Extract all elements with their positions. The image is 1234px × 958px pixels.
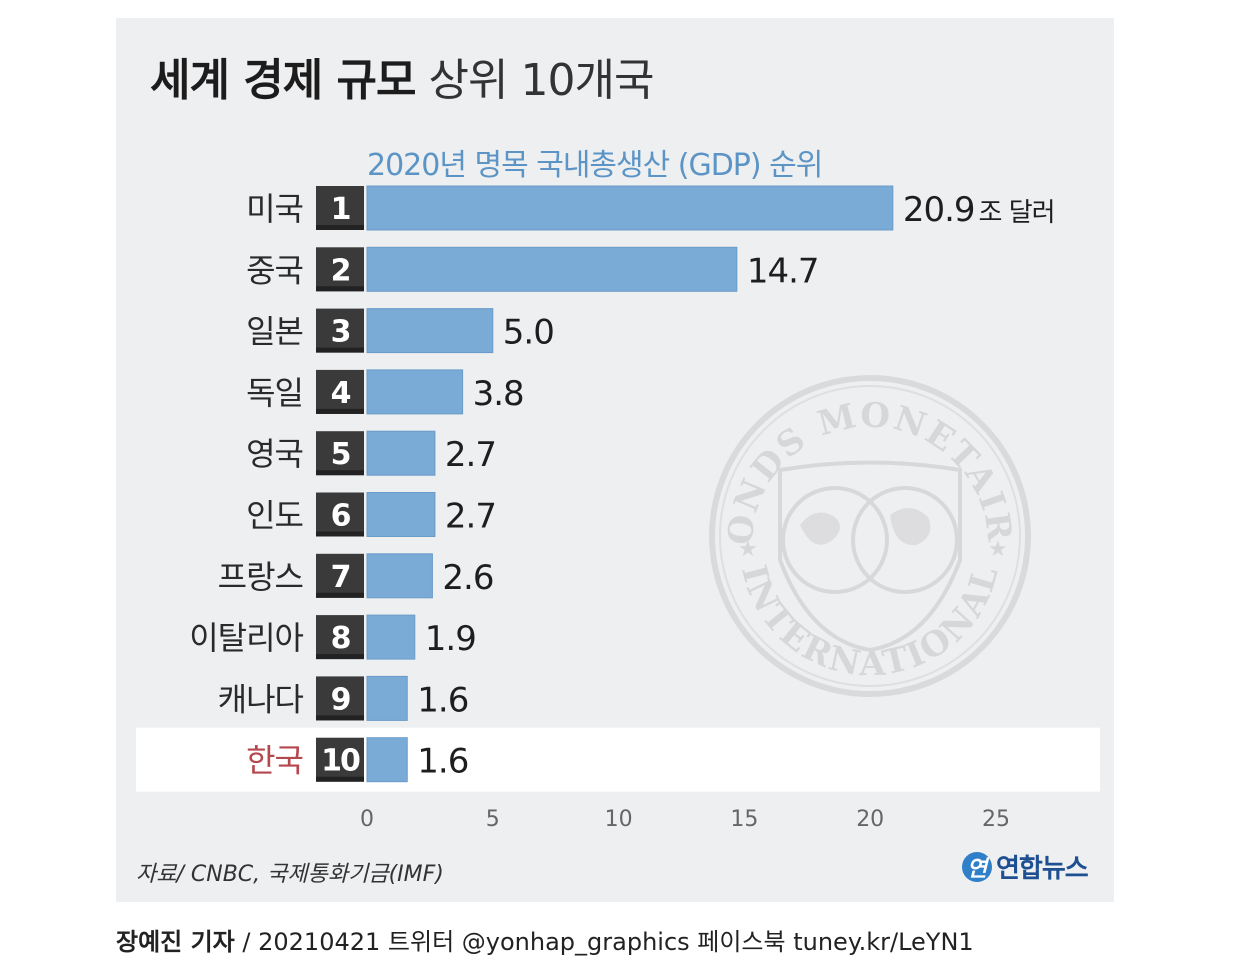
svg-text:★: ★ <box>988 537 1008 562</box>
rank-number: 5 <box>331 437 350 472</box>
svg-text:★: ★ <box>738 537 758 562</box>
value-label: 1.9 <box>425 619 476 659</box>
rank-number: 8 <box>331 621 351 656</box>
yonhap-logo-text: 연합뉴스 <box>996 854 1089 884</box>
rank-box <box>316 737 364 782</box>
value-label: 5.0 <box>503 313 554 353</box>
category-label: 프랑스 <box>218 558 303 596</box>
bar <box>366 308 494 354</box>
rank-number: 10 <box>321 744 360 779</box>
credit-line: 장예진 기자 / 20210421 트위터 @yonhap_graphics 페… <box>116 922 974 957</box>
rank-box-shadow <box>316 225 364 230</box>
bar <box>366 553 433 599</box>
bar <box>366 246 738 292</box>
rank-number: 9 <box>331 682 350 717</box>
yonhap-logo: 연 연합뉴스 <box>962 848 1089 885</box>
rank-number: 1 <box>331 192 350 227</box>
chart-subtitle: 2020년 명목 국내총생산 (GDP) 순위 <box>367 148 823 183</box>
category-label: 캐나다 <box>218 680 304 718</box>
rank-number: 3 <box>331 315 350 350</box>
rank-box-shadow <box>316 715 364 721</box>
rank-box-shadow <box>316 654 364 660</box>
rank-box-shadow <box>316 776 364 782</box>
value-label: 1.6 <box>417 742 468 782</box>
rank-box-shadow <box>316 408 364 414</box>
value-unit-label: 조 달러 <box>979 198 1055 228</box>
bar <box>366 737 408 783</box>
bar <box>366 369 464 415</box>
x-tick-label: 25 <box>982 807 1010 832</box>
x-tick-label: 20 <box>856 807 884 832</box>
category-label: 독일 <box>246 374 303 412</box>
bar <box>366 614 416 660</box>
rank-box <box>316 186 364 230</box>
rank-box <box>316 308 364 353</box>
rank-box-shadow <box>316 347 364 353</box>
page-title: 세계 경제 규모 상위 10개국 <box>150 44 655 108</box>
rank-box <box>316 553 364 598</box>
category-label: 이탈리아 <box>189 619 303 657</box>
value-label: 14.7 <box>747 251 819 291</box>
highlight-row-bg <box>136 727 1100 792</box>
rank-box <box>316 615 364 660</box>
title-light: 상위 10개국 <box>428 55 655 106</box>
source-note: 자료/ CNBC, 국제통화기금(IMF) <box>136 862 444 887</box>
x-tick-label: 0 <box>360 807 374 832</box>
title-bold: 세계 경제 규모 <box>150 55 417 106</box>
category-label: 중국 <box>246 251 303 289</box>
rank-number: 6 <box>331 499 351 534</box>
rank-box <box>316 247 364 292</box>
yonhap-logo-icon: 연 <box>962 851 992 882</box>
rank-number: 4 <box>331 376 351 411</box>
rank-number: 7 <box>331 560 350 595</box>
value-label: 2.7 <box>445 497 496 537</box>
bar <box>366 492 436 537</box>
rank-box-shadow <box>316 286 364 292</box>
category-label: 일본 <box>246 313 303 351</box>
x-tick-label: 5 <box>486 807 500 832</box>
rank-box-shadow <box>316 531 364 537</box>
value-label: 2.6 <box>442 558 493 598</box>
rank-box <box>316 492 364 537</box>
rank-box <box>316 676 364 721</box>
rank-box <box>316 431 364 476</box>
category-label: 한국 <box>246 742 303 780</box>
value-label: 1.6 <box>417 680 468 720</box>
bar <box>366 185 894 231</box>
credit-author: 장예진 기자 <box>116 928 235 956</box>
bar <box>366 675 408 721</box>
bar <box>366 430 436 476</box>
x-tick-label: 10 <box>605 807 633 832</box>
rank-box-shadow <box>316 470 364 476</box>
category-label: 미국 <box>246 190 303 228</box>
value-label: 3.8 <box>473 374 524 414</box>
value-label: 2.7 <box>445 435 496 475</box>
credit-details: / 20210421 트위터 @yonhap_graphics 페이스북 tun… <box>242 928 974 956</box>
rank-box-shadow <box>316 592 364 598</box>
x-tick-label: 15 <box>730 807 758 832</box>
value-label: 20.9 조 달러 <box>903 190 1055 230</box>
category-label: 영국 <box>246 435 303 473</box>
rank-box <box>316 369 364 414</box>
category-label: 인도 <box>246 497 303 535</box>
rank-number: 2 <box>331 253 350 288</box>
